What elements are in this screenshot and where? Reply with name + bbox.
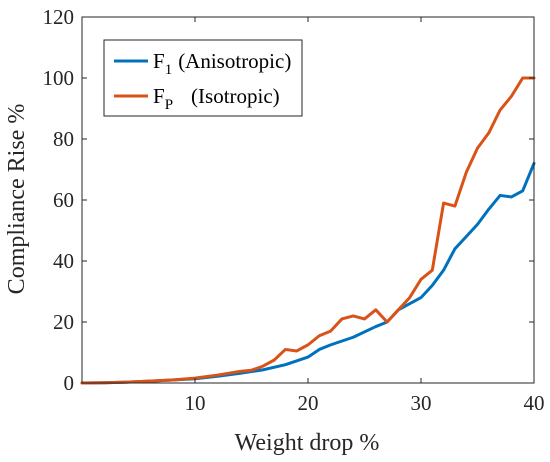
x-tick-label: 10 [185, 391, 206, 415]
legend-item-isotropic: FP (Isotropic) [114, 84, 280, 113]
y-axis-title: Compliance Rise % [4, 104, 30, 295]
legend-label-subscript: P [165, 97, 173, 113]
y-tick-label: 20 [53, 310, 74, 334]
y-tick-label: 40 [53, 249, 74, 273]
legend-label-isotropic: FP (Isotropic) [153, 84, 280, 113]
y-tick-label: 80 [53, 127, 74, 151]
y-tick-label: 0 [64, 371, 75, 395]
series-layer [80, 76, 536, 385]
legend-label-anisotropic: F1 (Anisotropic) [153, 49, 291, 78]
y-tick-label: 100 [43, 66, 75, 90]
legend: F1 (Anisotropic) FP (Isotropic) [103, 39, 303, 117]
legend-label-main: F [153, 84, 165, 108]
x-tick-label: 40 [524, 391, 545, 415]
series-line-isotropic [80, 76, 536, 385]
legend-label-subscript: 1 [165, 62, 173, 78]
x-tick-label: 20 [298, 391, 319, 415]
y-tick-label: 120 [43, 5, 75, 29]
x-axis-title: Weight drop % [235, 430, 380, 456]
axes-layer: 10 20 30 40 0 20 40 60 80 100 120 [43, 5, 545, 415]
legend-box [103, 39, 303, 117]
legend-label-rest: (Isotropic) [191, 84, 280, 108]
legend-label-rest: (Anisotropic) [178, 49, 291, 73]
legend-label-main: F [153, 49, 165, 73]
x-tick-label: 30 [411, 391, 432, 415]
legend-item-anisotropic: F1 (Anisotropic) [114, 49, 291, 78]
y-tick-label: 60 [53, 188, 74, 212]
